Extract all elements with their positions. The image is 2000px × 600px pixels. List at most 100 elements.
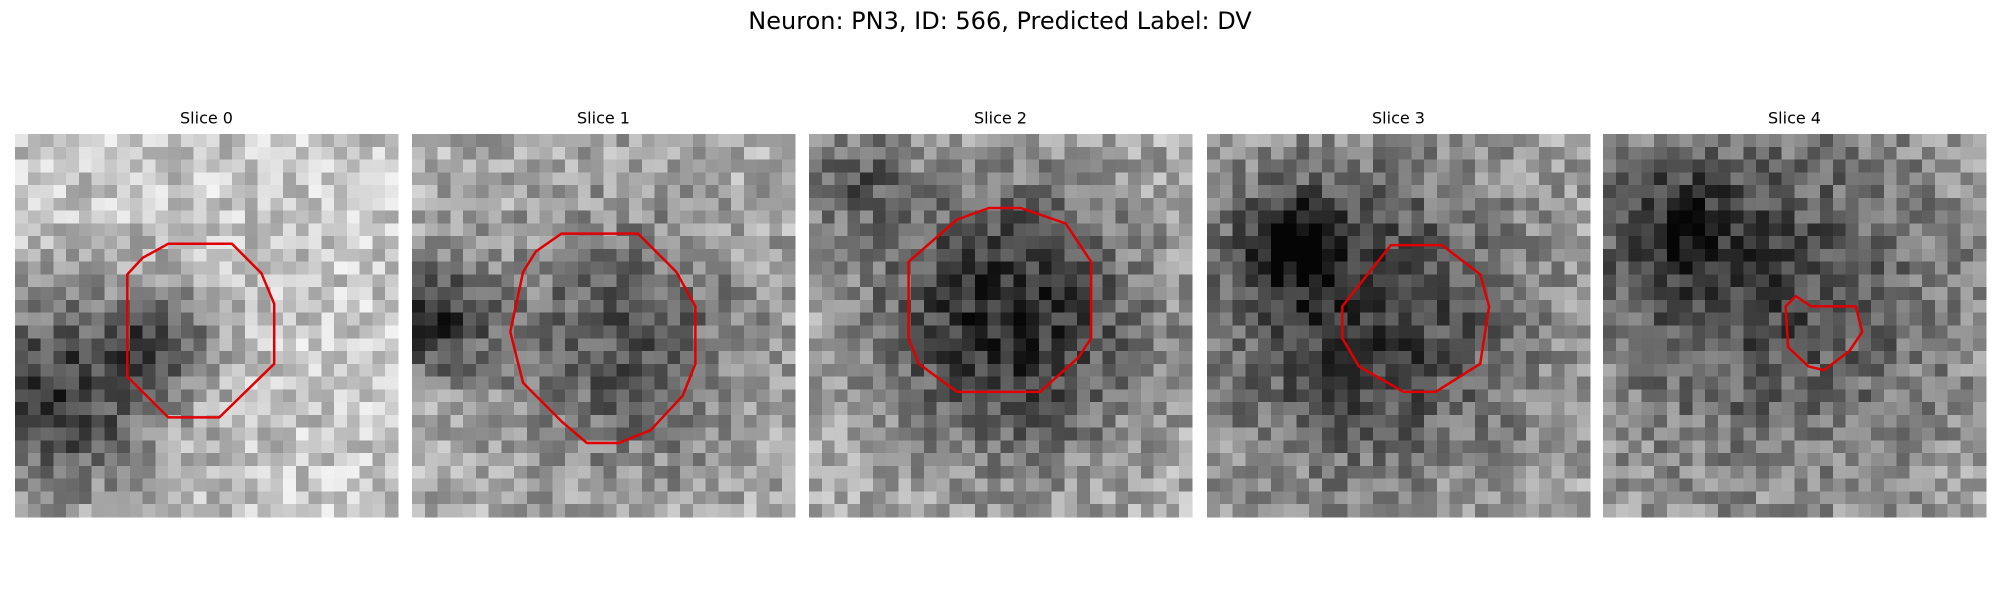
pixel: [1743, 363, 1757, 377]
pixel: [1909, 159, 1923, 173]
pixel: [821, 248, 835, 263]
pixel: [1922, 185, 1936, 199]
pixel: [270, 440, 284, 454]
pixel: [1245, 402, 1259, 416]
pixel: [756, 325, 770, 339]
pixel: [1947, 363, 1961, 377]
pixel: [847, 414, 861, 429]
pixel: [847, 427, 861, 441]
pixel: [1038, 389, 1052, 403]
pixel: [1947, 325, 1961, 339]
pixel: [424, 146, 438, 160]
pixel: [40, 248, 54, 263]
pixel: [346, 299, 361, 314]
pixel: [1013, 478, 1027, 492]
pixel: [1245, 236, 1259, 250]
pixel: [1756, 248, 1770, 263]
pixel: [616, 287, 630, 301]
pixel: [488, 351, 502, 365]
pixel: [15, 274, 29, 288]
pixel: [1794, 197, 1808, 211]
pixel: [1487, 134, 1502, 148]
pixel: [283, 465, 297, 480]
pixel: [1166, 478, 1180, 492]
pixel: [1883, 491, 1898, 505]
pixel: [616, 453, 630, 467]
pixel: [1973, 338, 1987, 352]
pixel: [1115, 236, 1129, 250]
pixel: [949, 299, 963, 314]
pixel: [705, 453, 719, 467]
pixel: [283, 261, 297, 275]
pixel: [1794, 389, 1808, 403]
pixel: [1577, 210, 1591, 224]
pixel: [283, 134, 297, 148]
pixel: [1089, 440, 1104, 454]
pixel: [1768, 146, 1783, 160]
pixel: [847, 287, 861, 301]
pixel: [1296, 223, 1310, 237]
pixel: [308, 504, 322, 518]
pixel: [1487, 351, 1502, 365]
pixel: [847, 236, 861, 250]
pixel: [1820, 185, 1834, 199]
pixel: [590, 325, 604, 339]
pixel: [680, 134, 694, 148]
pixel: [1321, 465, 1336, 480]
pixel: [1475, 197, 1489, 211]
pixel: [1666, 504, 1680, 518]
pixel: [987, 465, 1001, 480]
pixel: [180, 287, 195, 301]
pixel: [514, 427, 528, 441]
pixel: [346, 223, 361, 237]
pixel: [1309, 261, 1323, 275]
pixel: [1641, 299, 1655, 314]
pixel: [1207, 440, 1221, 454]
pixel: [1475, 427, 1489, 441]
pixel: [1896, 185, 1910, 199]
pixel: [731, 414, 745, 429]
pixel: [1283, 325, 1297, 339]
pixel: [27, 134, 41, 148]
pixel: [1781, 376, 1795, 390]
pixel: [590, 491, 604, 505]
pixel: [809, 427, 823, 441]
pixel: [1756, 363, 1770, 377]
pixel: [1730, 465, 1744, 480]
pixel: [1947, 287, 1961, 301]
pixel: [1140, 172, 1155, 186]
pixel: [450, 223, 464, 237]
pixel: [1166, 427, 1180, 441]
pixel: [987, 376, 1001, 390]
pixel: [206, 440, 220, 454]
pixel: [244, 134, 258, 148]
pixel: [270, 504, 284, 518]
pixel: [168, 223, 182, 237]
pixel: [359, 363, 373, 377]
pixel: [372, 172, 386, 186]
pixel: [756, 146, 770, 160]
pixel: [372, 427, 386, 441]
pixel: [463, 312, 477, 326]
pixel: [1283, 287, 1297, 301]
pixel: [91, 287, 105, 301]
pixel: [1232, 440, 1246, 454]
pixel: [1692, 223, 1706, 237]
pixel: [1219, 414, 1233, 429]
pixel: [129, 427, 144, 441]
pixel: [1258, 363, 1272, 377]
pixel: [53, 223, 67, 237]
pixel: [539, 478, 553, 492]
pixel: [962, 236, 976, 250]
pixel: [1858, 172, 1872, 186]
pixel: [603, 504, 617, 518]
pixel: [1296, 504, 1310, 518]
pixel: [667, 248, 681, 263]
pixel: [834, 363, 848, 377]
pixel: [705, 427, 719, 441]
pixel: [346, 440, 361, 454]
pixel: [168, 134, 182, 148]
pixel: [450, 261, 464, 275]
pixel: [1128, 287, 1142, 301]
pixel: [1960, 134, 1974, 148]
